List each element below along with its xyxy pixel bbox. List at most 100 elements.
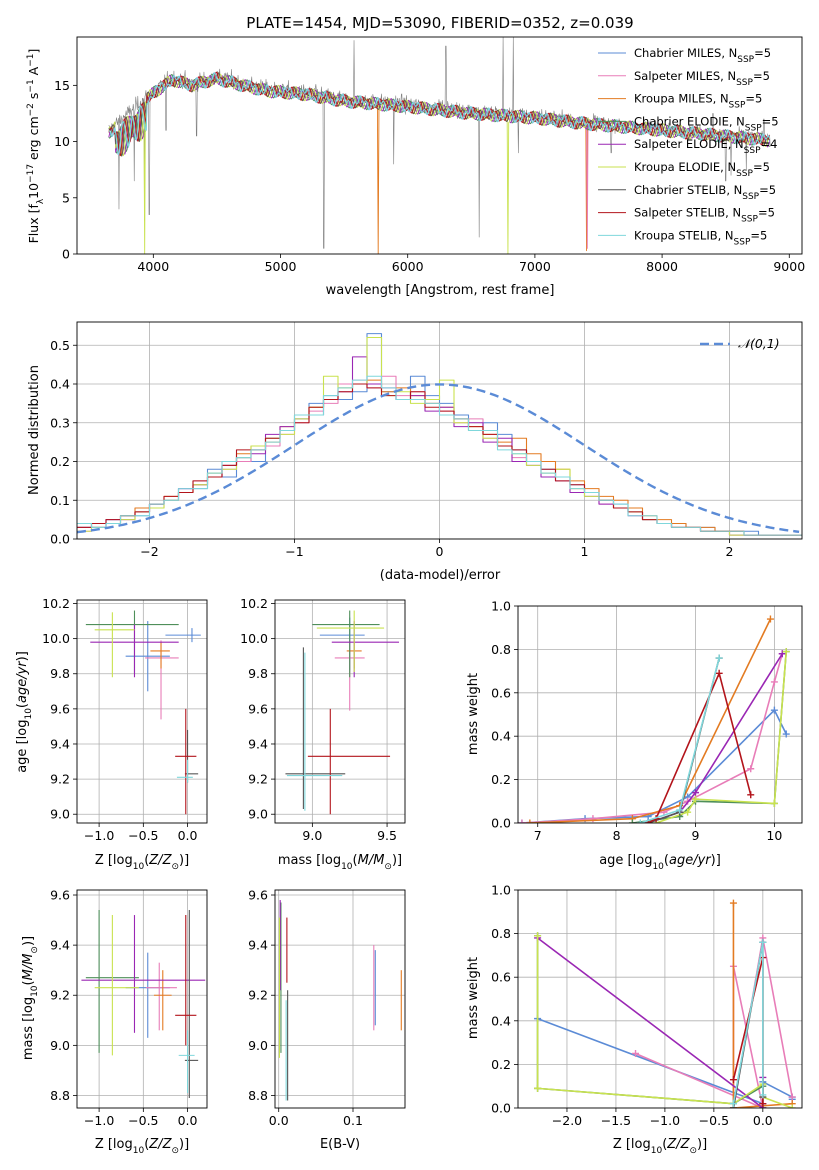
legend-label-chabrier-elodie: Chabrier ELODIE, NSSP=5 (634, 114, 779, 133)
age-vs-mass-xlabel: mass [log10(M/M⊙)] (278, 853, 402, 872)
mw_vs_Z-marker-kroupa-stelib (759, 1091, 767, 1099)
age_vs_mass-axes: 9.0 9.5 9.0 9.2 9.4 9.6 9.8 10.0 10.2 (240, 596, 406, 843)
residuals-ytick-label: 0.4 (50, 377, 70, 392)
mw_vs_Z-xtick-label: −1.5 (601, 1113, 631, 1128)
residuals-ytick-label: 0.2 (50, 454, 70, 469)
age_vs_mass-ytick-label: 9.4 (248, 736, 268, 751)
mw-vs-z-xlabel: Z [log10(Z/Z⊙)] (613, 1137, 707, 1156)
mw_vs_Z-marker-kroupa-elodie (788, 1104, 796, 1108)
age_vs_Z-plot (77, 600, 207, 823)
mass_vs_Z-xtick-label: −1.0 (84, 1113, 114, 1128)
mw_vs_age-marker-kroupa-elodie (684, 808, 692, 816)
age_vs_mass-ytick-label: 9.8 (248, 666, 268, 681)
residuals-ytick-label: 0.0 (50, 532, 70, 547)
mw_vs_Z-xtick-label: −2.0 (552, 1113, 582, 1128)
residuals-xlabel: (data-model)/error (380, 568, 501, 583)
mw_vs_age-line-salpeter-miles (521, 653, 784, 823)
residuals-frame (76, 321, 803, 540)
age_vs_mass-ytick-label: 9.2 (248, 772, 268, 787)
mw_vs_age-marker-chabrier-elodie (628, 819, 636, 823)
mw_vs_Z-marker-salpeter-stelib (759, 1100, 767, 1108)
spectrum-xtick-label: 7000 (519, 259, 551, 274)
age_vs_mass-ytick-label: 9.6 (248, 701, 268, 716)
mw_vs_age-line-chabrier-stelib (647, 657, 720, 823)
age_vs_Z-ytick-label: 9.2 (50, 772, 70, 787)
mw_vs_age-line-kroupa-miles (529, 618, 772, 823)
age_vs_mass-ytick-label: 10.0 (240, 631, 268, 646)
mw_vs_Z-ytick-label: 0.6 (491, 970, 511, 985)
mass_vs_Z-plot (77, 890, 207, 1108)
mass_vs_ebv-ytick-label: 9.4 (248, 938, 268, 953)
legend-label-kroupa-miles: Kroupa MILES, NSSP=5 (634, 92, 762, 111)
age_vs_Z-xtick-label: 0.0 (178, 828, 198, 843)
residuals-plot (77, 322, 802, 539)
mw_vs_Z-line-kroupa-elodie (536, 935, 793, 1108)
mw_vs_age-xtick-label: 7 (534, 828, 542, 843)
spectrum-xtick-label: 6000 (392, 259, 424, 274)
mw_vs_Z-marker-kroupa-miles (729, 899, 737, 907)
mass_vs_Z-ytick-label: 9.6 (50, 888, 70, 903)
legend-label-kroupa-elodie: Kroupa ELODIE, NSSP=5 (634, 160, 770, 179)
mass_vs_Z-xtick-label: −0.5 (128, 1113, 158, 1128)
mw_vs_Z-marker-kroupa-stelib (729, 1100, 737, 1108)
spectrum-xtick-label: 8000 (646, 259, 678, 274)
residuals-xtick-label: −2 (140, 544, 158, 559)
mw_vs_age-xtick-label: 9 (692, 828, 700, 843)
mass_vs_Z-ytick-label: 9.4 (50, 938, 70, 953)
age_vs_Z-ytick-label: 9.0 (50, 807, 70, 822)
age_vs_Z-xtick-label: −1.0 (84, 828, 114, 843)
mass_vs_ebv-ytick-label: 9.0 (248, 1038, 268, 1053)
mw_vs_age-marker-kroupa-elodie (782, 648, 790, 656)
mw_vs_age-marker-kroupa-stelib (715, 654, 723, 662)
mass_vs_ebv-frame (274, 889, 406, 1109)
residuals-ylabel: Normed distribution (27, 365, 42, 495)
mw_vs_age-marker-kroupa-miles (766, 615, 774, 623)
age_vs_Z-ytick-label: 9.6 (50, 701, 70, 716)
mass_vs_Z-frame (76, 889, 208, 1109)
mw_vs_Z-line-kroupa-miles (732, 903, 793, 1108)
age-vs-z-ylabel: age [log10(age/yr)] (15, 651, 34, 773)
mass_vs_Z-ytick-label: 9.0 (50, 1038, 70, 1053)
mw_vs_Z-ytick-label: 0.4 (491, 1013, 511, 1028)
mw_vs_age-marker-kroupa-stelib (636, 819, 644, 823)
age_vs_mass-xtick-label: 9.0 (302, 828, 322, 843)
age_vs_Z-xtick-label: −0.5 (128, 828, 158, 843)
mw_vs_age-xtick-label: 8 (613, 828, 621, 843)
normal-curve-line (77, 383, 800, 534)
spectrum-axes: 4000 5000 6000 7000 8000 9000 0 5 10 15 (54, 36, 805, 274)
legend-label-chabrier-stelib: Chabrier STELIB, NSSP=5 (634, 183, 776, 202)
age_vs_Z-axes: −1.0 −0.5 0.0 9.0 9.2 9.4 9.6 9.8 10.0 10.2 (42, 596, 208, 843)
spectrum-ytick-label: 5 (62, 190, 70, 205)
mw_vs_age-marker-kroupa-elodie (692, 795, 699, 803)
mw_vs_age-ytick-label: 1.0 (491, 599, 511, 614)
mw_vs_age-line-salpeter-stelib (647, 672, 752, 823)
mw_vs_age-xtick-label: 10 (766, 828, 782, 843)
mass_vs_Z-axes: −1.0 −0.5 0.0 8.8 9.0 9.2 9.4 9.6 (50, 888, 208, 1128)
hist-kroupa-stelib (77, 375, 802, 536)
age_vs_mass-frame (274, 599, 406, 824)
age_vs_mass-plot (275, 600, 405, 823)
spectrum-xlabel: wavelength [Angstrom, rest frame] (326, 283, 555, 298)
mw_vs_age-marker-kroupa-stelib (676, 806, 684, 814)
mw_vs_Z-axes: −2.0 −1.5 −1.0 −0.5 0.0 0.0 0.2 0.4 0.6 0.8 1.0 (491, 883, 803, 1128)
legend-label-salpeter-stelib: Salpeter STELIB, NSSP=5 (634, 206, 775, 225)
mw_vs_Z-ytick-label: 0.0 (491, 1101, 511, 1116)
mw_vs_age-ytick-label: 0.2 (491, 772, 511, 787)
age_vs_Z-ytick-label: 10.0 (42, 631, 70, 646)
mw_vs_age-line-kroupa-stelib (640, 657, 720, 823)
mw_vs_Z-marker-salpeter-miles (632, 1050, 640, 1057)
mass_vs_ebv-xtick-label: 0.0 (269, 1113, 289, 1128)
mw_vs_age-ytick-label: 0.4 (491, 729, 511, 744)
mw_vs_age-ytick-label: 0.6 (491, 685, 511, 700)
mass_vs_Z-ytick-label: 8.8 (50, 1088, 70, 1103)
mw_vs_Z-ytick-label: 1.0 (491, 883, 511, 898)
spectrum-title: PLATE=1454, MJD=53090, FIBERID=0352, z=0… (246, 14, 633, 32)
mw_vs_Z-marker-kroupa-stelib (759, 938, 767, 946)
mw_vs_age-marker-salpeter-miles (770, 678, 778, 686)
mw_vs_Z-line-salpeter-elodie (537, 937, 764, 1108)
age_vs_Z-frame (76, 599, 208, 824)
mw_vs_Z-ytick-label: 0.2 (491, 1057, 511, 1072)
mass_vs_ebv-xtick-label: 0.1 (343, 1113, 363, 1128)
spectrum-xtick-label: 4000 (137, 259, 169, 274)
